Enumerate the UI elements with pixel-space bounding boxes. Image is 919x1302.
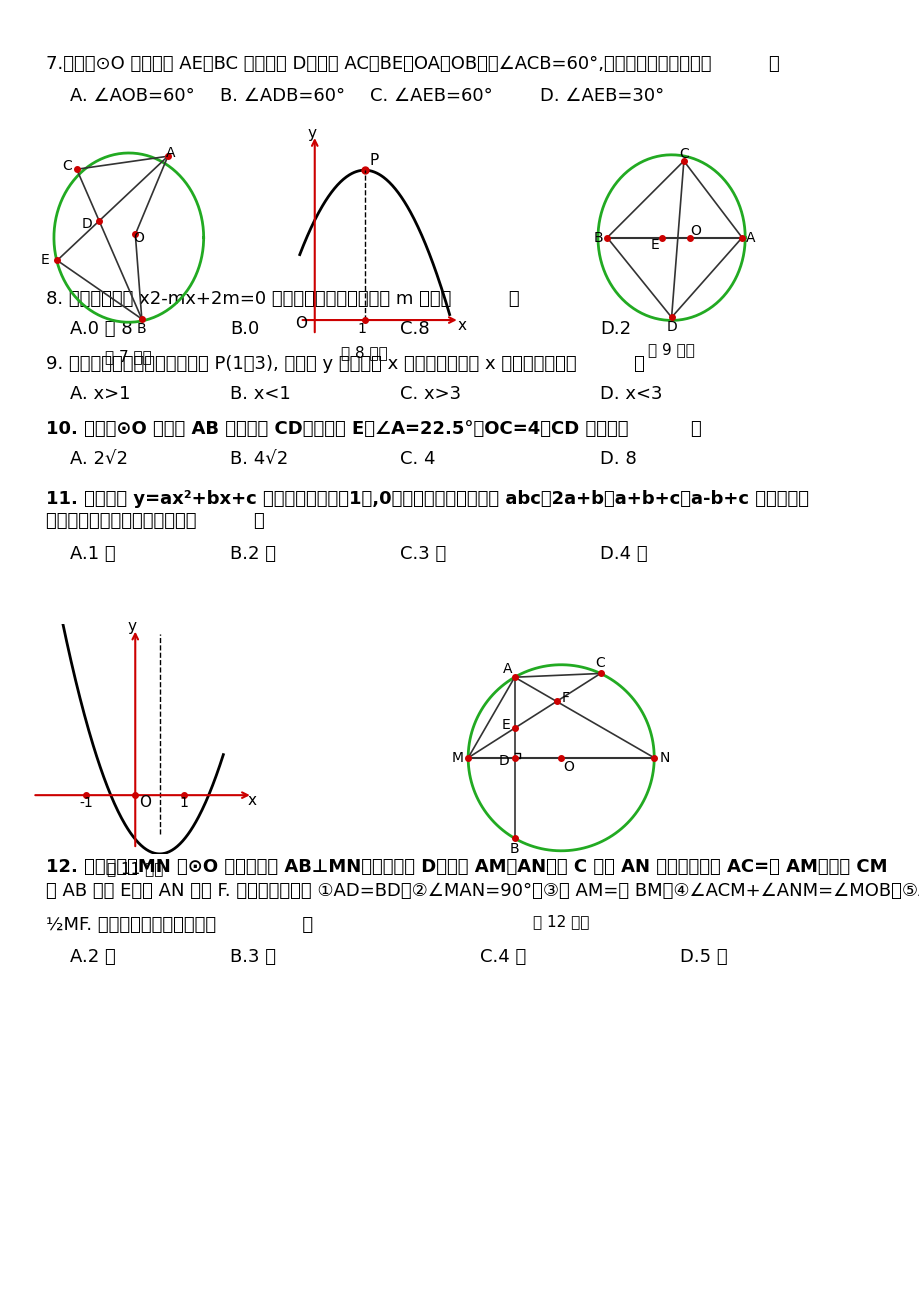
Text: 第 8 题图: 第 8 题图 [341,345,388,361]
Text: x: x [247,793,256,809]
Text: C: C [678,147,688,160]
Text: A.2 个: A.2 个 [70,948,116,966]
Text: M: M [451,751,463,764]
Text: 第 12 题图: 第 12 题图 [532,914,589,928]
Text: y: y [128,620,137,634]
Text: 9. 如图所示，抛物线顶点坐标是 P(1，3), 则函数 y 随自变量 x 的增大而减小的 x 的取值范围是（          ）: 9. 如图所示，抛物线顶点坐标是 P(1，3), 则函数 y 随自变量 x 的增… [46,355,644,372]
Text: A: A [503,661,512,676]
Text: B. ∠ADB=60°: B. ∠ADB=60° [220,87,345,105]
Text: C. x>3: C. x>3 [400,385,460,404]
Text: O: O [133,230,144,245]
Text: 第 7 题图: 第 7 题图 [106,349,152,365]
Text: B: B [137,322,146,336]
Text: B. x<1: B. x<1 [230,385,290,404]
Text: A. ∠AOB=60°: A. ∠AOB=60° [70,87,195,105]
Text: D: D [665,319,676,333]
Text: E: E [41,254,50,267]
Text: D. 8: D. 8 [599,450,636,467]
Text: A.0 或 8: A.0 或 8 [70,320,132,339]
Text: B: B [509,842,519,855]
Text: B. 4√2: B. 4√2 [230,450,288,467]
Text: A: A [166,146,176,160]
Text: 第 9 题图: 第 9 题图 [648,342,694,357]
Text: 第 11 题图: 第 11 题图 [107,862,164,876]
Text: B.0: B.0 [230,320,259,339]
Text: C.4 个: C.4 个 [480,948,526,966]
Text: D.4 个: D.4 个 [599,546,647,562]
Text: C.8: C.8 [400,320,429,339]
Text: B.3 个: B.3 个 [230,948,276,966]
Text: O: O [690,224,701,238]
Text: C. 4: C. 4 [400,450,435,467]
Text: x: x [457,318,466,333]
Text: 11. 二次函数 y=ax²+bx+c 的图象如图，点（1，,0）在函数图象上，那么 abc、2a+b、a+b+c、a-b+c 这四个代数: 11. 二次函数 y=ax²+bx+c 的图象如图，点（1，,0）在函数图象上，… [46,490,808,508]
Text: -1: -1 [79,797,93,810]
Text: A.1 个: A.1 个 [70,546,116,562]
Text: 8. 一元二次方程 x2-mx+2m=0 有两个相等的实数根，则 m 等于（          ）: 8. 一元二次方程 x2-mx+2m=0 有两个相等的实数根，则 m 等于（ ） [46,290,519,309]
Text: 交 AB 于点 E，交 AN 于点 F. 现给出以下结论 ①AD=BD；②∠MAN=90°；③弧 AM=弧 BM；④∠ACM+∠ANM=∠MOB；⑤AE=: 交 AB 于点 E，交 AN 于点 F. 现给出以下结论 ①AD=BD；②∠MA… [46,881,919,900]
Text: B: B [593,230,603,245]
Text: C: C [62,159,72,173]
Text: C: C [595,656,605,669]
Text: D.5 个: D.5 个 [679,948,727,966]
Text: D: D [82,217,93,232]
Text: D: D [498,754,509,768]
Text: 1: 1 [179,797,188,810]
Text: ½MF. 其中正确结论的个数是（               ）: ½MF. 其中正确结论的个数是（ ） [46,917,312,934]
Text: 7.如图，⊙O 的两条弦 AE、BC 相交于点 D，连接 AC、BE、OA、OB，若∠ACB=60°,则下列结论正确的是（          ）: 7.如图，⊙O 的两条弦 AE、BC 相交于点 D，连接 AC、BE、OA、OB… [46,55,779,73]
Text: C.3 个: C.3 个 [400,546,446,562]
Text: D. x<3: D. x<3 [599,385,662,404]
Text: P: P [369,154,379,168]
Text: O: O [139,796,151,810]
Text: D.2: D.2 [599,320,630,339]
Text: A. 2√2: A. 2√2 [70,450,128,467]
Text: O: O [562,760,573,775]
Text: E: E [650,238,659,253]
Text: C. ∠AEB=60°: C. ∠AEB=60° [369,87,493,105]
Text: 10. 如图，⊙O 的直径 AB 垂直于弦 CD，垂足是 E，∠A=22.5°，OC=4，CD 的长为（          ）: 10. 如图，⊙O 的直径 AB 垂直于弦 CD，垂足是 E，∠A=22.5°，… [46,421,701,437]
Text: A: A [745,230,754,245]
Text: D. ∠AEB=30°: D. ∠AEB=30° [539,87,664,105]
Text: E: E [501,717,510,732]
Text: y: y [307,126,316,141]
Text: O: O [295,315,307,331]
Text: 式中，值大于或等于零的数有（          ）: 式中，值大于或等于零的数有（ ） [46,512,265,530]
Text: 12. 如图所示，MN 是⊙O 的直径，弦 AB⊥MN，垂足为点 D，连接 AM，AN，点 C 为弧 AN 上一点，且弧 AC=弧 AM，连接 CM: 12. 如图所示，MN 是⊙O 的直径，弦 AB⊥MN，垂足为点 D，连接 AM… [46,858,887,876]
Text: A. x>1: A. x>1 [70,385,130,404]
Text: 1: 1 [357,322,367,336]
Text: B.2 个: B.2 个 [230,546,276,562]
Text: N: N [659,751,669,764]
Text: F: F [561,691,569,704]
